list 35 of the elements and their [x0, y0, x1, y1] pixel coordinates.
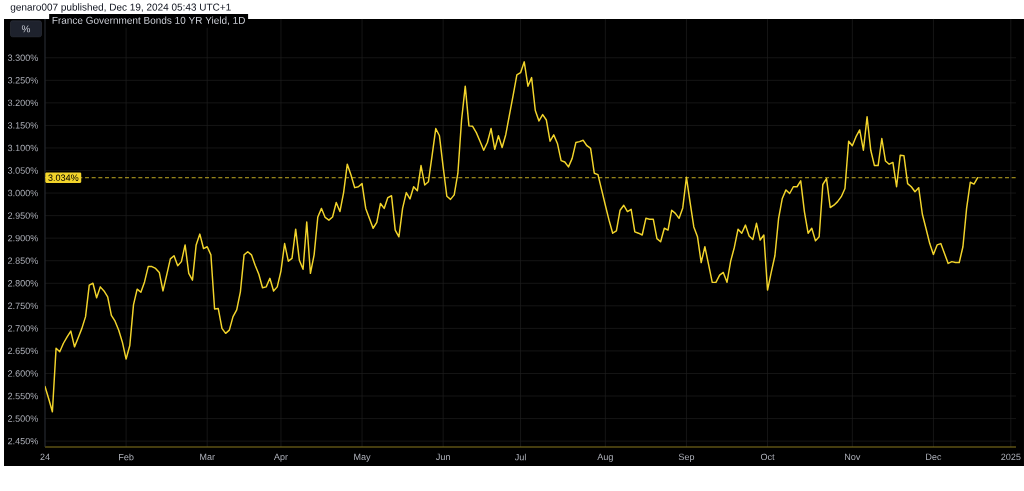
y-tick-label: 2.750% [8, 302, 38, 310]
y-tick-label: 3.250% [7, 77, 38, 84]
x-tick-label: Oct [760, 453, 775, 461]
y-tick-label: 2.800% [8, 280, 38, 287]
chart-title: France Government Bonds 10 YR Yield, 1D [52, 16, 245, 26]
y-tick-label: 2.850% [8, 257, 38, 264]
y-tick-label: 2.450% [8, 437, 38, 445]
x-tick-label: 2025 [1001, 453, 1021, 461]
y-tick-label: 3.200% [7, 99, 38, 107]
x-tick-label: Sep [678, 453, 695, 462]
y-axis-title: % [21, 25, 31, 33]
x-tick-label: May [354, 453, 371, 462]
x-tick-label: Nov [845, 453, 861, 461]
x-tick-label: Apr [273, 453, 288, 462]
y-tick-label: 3.100% [7, 144, 38, 152]
y-tick-label: 2.500% [8, 415, 38, 422]
y-tick-label: 2.600% [8, 370, 38, 377]
x-tick-label: Jun [435, 453, 450, 461]
y-tick-label: 2.950% [8, 212, 38, 219]
y-tick-label: 3.300% [7, 54, 38, 61]
x-tick-label: Aug [597, 453, 613, 462]
x-tick-label: Mar [200, 453, 215, 461]
text: genaro007 published, Dec 19, 2024 05:43 UTC+1 [10, 3, 231, 13]
ref-line-label: 3.034% [48, 174, 79, 181]
y-tick-label: 2.900% [8, 234, 38, 242]
y-tick-label: 3.150% [7, 122, 38, 129]
x-tick-label: Dec [926, 453, 942, 461]
x-tick-label: Jul [514, 453, 526, 461]
y-tick-label: 2.650% [8, 347, 38, 355]
y-tick-label: 2.700% [8, 325, 38, 332]
x-tick-label: Feb [119, 453, 134, 461]
y-tick-label: 2.550% [8, 392, 38, 400]
y-tick-label: 3.050% [7, 167, 38, 174]
y-tick-label: 3.000% [7, 189, 38, 197]
x-tick-label: 24 [40, 453, 50, 461]
